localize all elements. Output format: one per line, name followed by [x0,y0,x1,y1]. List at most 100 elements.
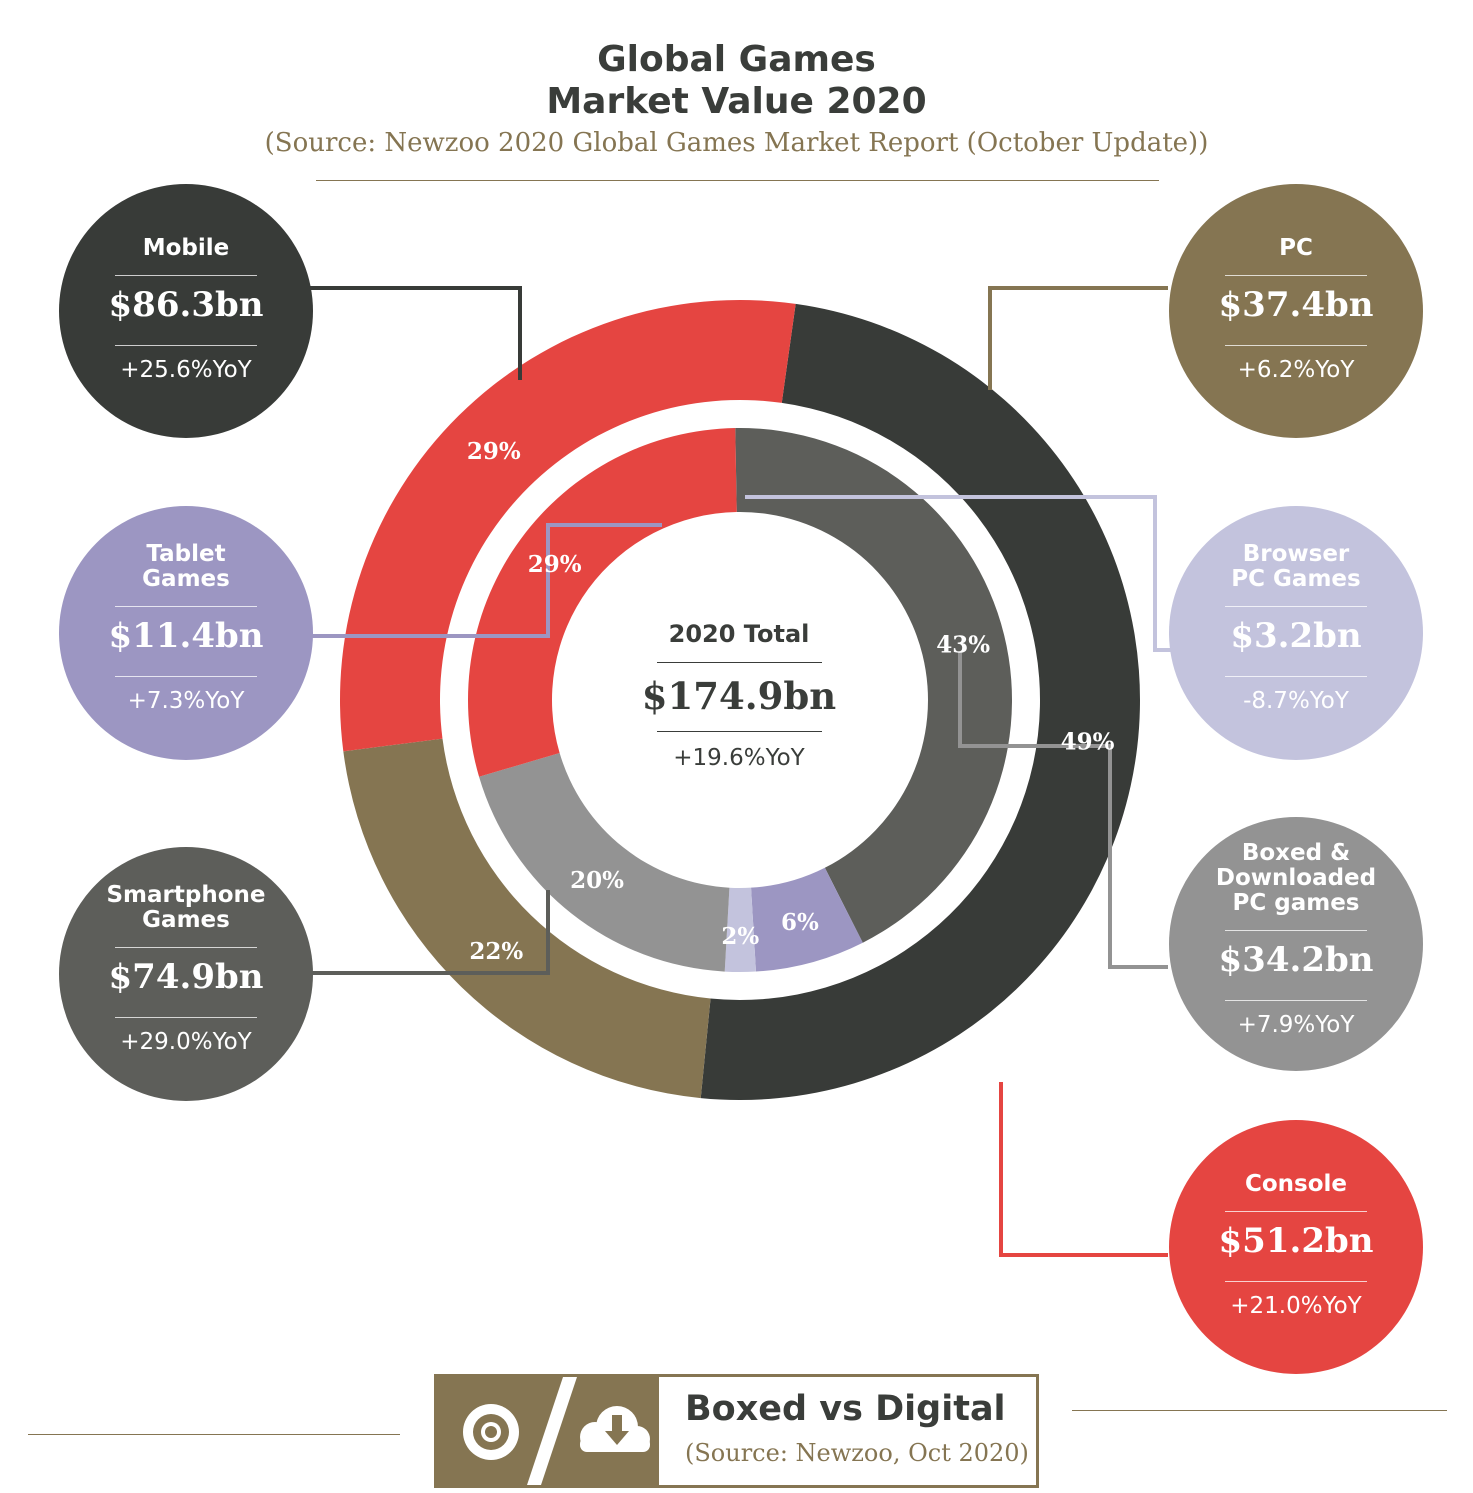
bubble-label-line: Games [142,566,230,592]
bubble-divider [115,606,257,607]
bubble-label-line: PC games [1232,890,1360,916]
console-connector [999,1082,1168,1257]
bubble-pc: PC $37.4bn +6.2%YoY [1169,184,1423,438]
bubble-browser: Browser PC Games $3.2bn -8.7%YoY [1169,506,1423,760]
bubble-console: Console $51.2bn +21.0%YoY [1169,1120,1423,1374]
bubble-yoy: +21.0%YoY [1230,1293,1362,1319]
outer-ring-percent-label: 49% [1061,729,1115,756]
bubble-label: Tablet Games [86,542,286,592]
percent-labels: 49% 22% 29% 43% 6% 2% 20% 29% [467,438,1115,965]
disc-icon [463,1404,519,1460]
inner-ring-percent-label: 43% [936,632,990,659]
inner-ring-segment-smartphone-games [735,427,1012,943]
bubble-divider [1225,930,1367,931]
footer-rule-left [28,1434,400,1435]
footer-box: Boxed vs Digital (Source: Newzoo, Oct 20… [434,1374,1039,1488]
bubble-value: $11.4bn [108,616,264,656]
outer-ring [340,299,1140,1100]
inner-ring-percent-label: 6% [781,909,819,936]
boxed-connector [958,652,1168,969]
center-total-label: 2020 Total [668,620,810,648]
bubble-label-line: Games [142,907,230,933]
bubble-value: $3.2bn [1230,616,1362,656]
bubble-divider [115,947,257,948]
inner-ring-segment-browser-pc-games [724,887,756,972]
bubble-value: $74.9bn [108,957,264,997]
inner-ring-segment-tablet-games [751,867,863,972]
bubble-divider [1225,676,1367,677]
center-divider-top [657,662,822,663]
bubble-value: $51.2bn [1218,1221,1374,1261]
bubble-label: PC [1196,236,1396,261]
bubble-value: $34.2bn [1218,940,1374,980]
tablet-connector [310,523,662,638]
header-divider [316,180,1159,181]
inner-ring [467,427,1012,972]
bubble-divider [1225,1211,1367,1212]
chart-source: (Source: Newzoo 2020 Global Games Market… [264,128,1209,158]
bubble-divider [115,345,257,346]
inner-ring-percent-label: 2% [721,923,759,950]
inner-ring-percent-label: 20% [570,867,624,894]
bubble-label-line: Downloaded [1215,865,1377,891]
bubble-label-line: Boxed & [1241,840,1351,866]
inner-ring-segment-boxed-downloaded-pc-games [479,753,730,972]
bubble-divider [1225,345,1367,346]
bubble-yoy: +29.0%YoY [120,1029,252,1055]
bubble-label-line: Browser [1242,541,1350,567]
pc-connector [988,286,1168,390]
browser-connector [745,495,1172,652]
footer-rule-right [1072,1410,1447,1411]
bubble-label-line: Console [1244,1171,1348,1197]
outer-ring-percent-label: 22% [469,938,523,965]
connector-lines [310,286,1172,1257]
bubble-boxed: Boxed & Downloaded PC games $34.2bn +7.9%YoY [1169,817,1423,1071]
bubble-value: $86.3bn [108,285,264,325]
smartphone-connector [310,890,550,975]
bubble-divider [1225,275,1367,276]
bubble-divider [115,1017,257,1018]
mobile-connector [310,286,522,380]
outer-ring-segment-mobile [700,303,1140,1100]
bubble-yoy: +25.6%YoY [120,357,252,383]
bubble-label: Mobile [86,236,286,261]
bubble-yoy: +7.9%YoY [1237,1012,1355,1038]
chart-title-line2: Market Value 2020 [546,81,927,122]
bubble-tablet: Tablet Games $11.4bn +7.3%YoY [59,506,313,760]
bubble-label-line: Tablet [146,541,226,567]
bubble-smartphone: Smartphone Games $74.9bn +29.0%YoY [59,847,313,1101]
divider-slash-icon [527,1377,577,1485]
inner-ring-segment-console [467,428,737,777]
footer-title: Boxed vs Digital [685,1389,1006,1429]
bubble-divider [1225,606,1367,607]
bubble-yoy: -8.7%YoY [1243,688,1349,714]
bubble-label: Smartphone Games [86,883,286,933]
bubble-label-line: Smartphone [106,882,266,908]
bubble-yoy: +7.3%YoY [127,688,245,714]
bubble-label-line: Mobile [142,235,230,261]
footer-icon-panel [437,1377,659,1485]
inner-ring-percent-label: 29% [528,551,582,578]
bubble-label: Boxed & Downloaded PC games [1196,841,1396,916]
bubble-yoy: +6.2%YoY [1237,357,1355,383]
bubble-value: $37.4bn [1218,285,1374,325]
bubble-label: Browser PC Games [1196,542,1396,592]
outer-ring-segment-pc [343,738,711,1099]
outer-ring-percent-label: 29% [467,438,521,465]
bubble-label-line: PC Games [1231,566,1361,592]
chart-title-line1: Global Games [597,39,876,80]
bubble-label: Console [1196,1172,1396,1197]
bubble-divider [1225,1281,1367,1282]
center-total-value: $174.9bn [641,674,837,718]
bubble-divider [115,275,257,276]
bubble-divider [115,676,257,677]
center-divider-bottom [657,731,822,732]
footer-source: (Source: Newzoo, Oct 2020) [685,1439,1029,1467]
bubble-label-line: PC [1279,235,1313,261]
bubble-divider [1225,1000,1367,1001]
bubble-mobile: Mobile $86.3bn +25.6%YoY [59,184,313,438]
cloud-download-icon [580,1406,650,1452]
outer-ring-segment-console [340,299,796,752]
center-total-yoy: +19.6%YoY [673,745,805,771]
